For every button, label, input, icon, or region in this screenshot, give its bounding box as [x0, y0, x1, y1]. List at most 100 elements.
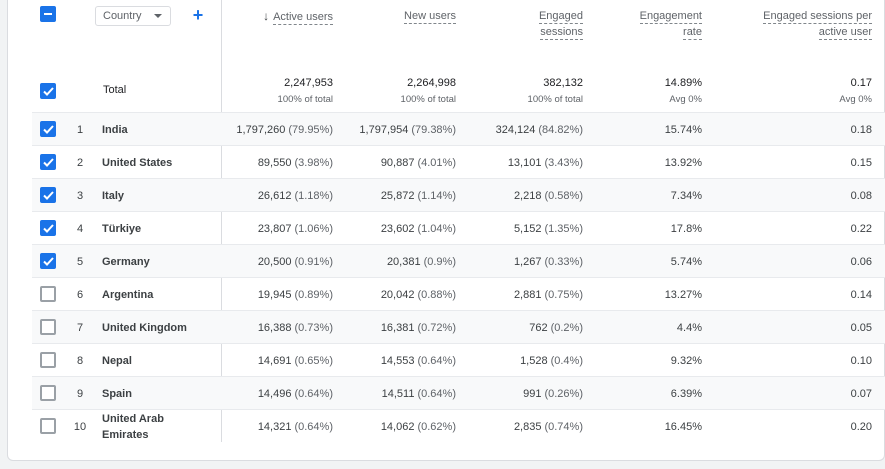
total-engaged-sessions: 382,132: [543, 77, 583, 89]
row-country[interactable]: Argentina: [102, 288, 154, 301]
row-checkbox[interactable]: [40, 154, 56, 170]
row-engaged-sessions: 2,218 (0.58%): [513, 189, 583, 202]
row-sessions-per-user: 0.15: [850, 156, 872, 169]
row-checkbox[interactable]: [40, 187, 56, 203]
row-country[interactable]: Italy: [102, 189, 125, 202]
row-active-users: 26,612 (1.18%): [257, 189, 333, 202]
row-engagement-rate: 7.34%: [670, 189, 702, 202]
row-checkbox[interactable]: [40, 286, 56, 302]
row-sessions-per-user: 0.18: [850, 123, 872, 136]
select-all-checkbox[interactable]: [40, 6, 56, 22]
total-label: Total: [103, 84, 127, 96]
total-new-users-sub: 100% of total: [400, 94, 456, 105]
dimension-select-label: Country: [103, 10, 142, 22]
row-rank: 10: [73, 420, 87, 433]
row-active-users: 14,691 (0.65%): [257, 354, 333, 367]
row-country[interactable]: Germany: [102, 255, 150, 268]
caret-down-icon: [154, 14, 162, 18]
row-engaged-sessions: 1,528 (0.4%): [520, 354, 583, 367]
minus-icon: [44, 13, 52, 15]
col-header-engaged-sessions-per-user[interactable]: Engaged sessions per active user: [763, 10, 872, 40]
row-rank: 3: [76, 189, 84, 202]
table-row[interactable]: 5 Germany 20,500 (0.91%) 20,381 (0.9%) 1,267 (0…: [32, 244, 885, 277]
row-new-users: 14,553 (0.64%): [380, 354, 456, 367]
row-rank: 6: [76, 288, 84, 301]
check-icon: [42, 256, 54, 266]
row-new-users: 1,797,954 (79.38%): [359, 123, 456, 136]
total-engagement-rate-sub: Avg 0%: [669, 94, 702, 105]
row-new-users: 20,381 (0.9%): [386, 255, 456, 268]
row-country[interactable]: Nepal: [102, 354, 132, 367]
row-checkbox[interactable]: [40, 385, 56, 401]
table-row[interactable]: 8 Nepal 14,691 (0.65%) 14,553 (0.64%) 1,528 (0.…: [32, 343, 885, 376]
row-country[interactable]: India: [102, 123, 128, 136]
row-engagement-rate: 5.74%: [670, 255, 702, 268]
column-divider: [221, 0, 222, 442]
row-checkbox[interactable]: [40, 253, 56, 269]
row-checkbox[interactable]: [40, 220, 56, 236]
row-engaged-sessions: 2,881 (0.75%): [513, 288, 583, 301]
table-row[interactable]: 10 United Arab Emirates 14,321 (0.64%) 14,06…: [32, 409, 885, 442]
row-country[interactable]: United Kingdom: [102, 321, 187, 334]
row-country[interactable]: Türkiye: [102, 222, 142, 235]
table-row[interactable]: 1 India 1,797,260 (79.95%) 1,797,954 (79.38%)…: [32, 112, 885, 145]
row-rank: 5: [76, 255, 84, 268]
row-new-users: 14,511 (0.64%): [381, 387, 456, 400]
row-engaged-sessions: 324,124 (84.82%): [495, 123, 583, 136]
table-row[interactable]: 4 Türkiye 23,807 (1.06%) 23,602 (1.04%) 5,152(…: [32, 211, 885, 244]
row-active-users: 20,500 (0.91%): [257, 255, 333, 268]
row-active-users: 14,321 (0.64%): [257, 420, 333, 433]
row-checkbox[interactable]: [40, 418, 56, 434]
col-header-engagement-rate[interactable]: Engagement rate: [639, 10, 702, 40]
table-row[interactable]: 7 United Kingdom 16,388 (0.73%) 16,381 (0.72%…: [32, 310, 885, 343]
row-sessions-per-user: 0.10: [850, 354, 872, 367]
row-rank: 2: [76, 156, 84, 169]
row-engagement-rate: 15.74%: [664, 123, 702, 136]
row-engaged-sessions: 991 (0.26%): [523, 387, 583, 400]
table-row[interactable]: 9 Spain 14,496 (0.64%) 14,511 (0.64%) 991 (0.26…: [32, 376, 885, 409]
sort-arrow-down-icon: ↓: [263, 9, 270, 23]
row-rank: 1: [76, 123, 84, 136]
row-active-users: 16,388 (0.73%): [257, 321, 333, 334]
col-header-new-users[interactable]: New users: [404, 10, 456, 24]
row-checkbox[interactable]: [40, 121, 56, 137]
row-country[interactable]: United Arab Emirates: [102, 412, 164, 441]
row-engaged-sessions: 762 (0.2%): [529, 321, 583, 334]
row-engagement-rate: 4.4%: [676, 321, 702, 334]
row-new-users: 90,887 (4.01%): [380, 156, 456, 169]
total-sessions-per-user-sub: Avg 0%: [839, 94, 872, 105]
table-row[interactable]: 3 Italy 26,612 (1.18%) 25,872 (1.14%) 2,218 (0.…: [32, 178, 885, 211]
row-engagement-rate: 9.32%: [670, 354, 702, 367]
row-checkbox[interactable]: [40, 319, 56, 335]
row-active-users: 1,797,260 (79.95%): [236, 123, 333, 136]
total-engagement-rate: 14.89%: [664, 77, 702, 89]
row-rank: 8: [76, 354, 84, 367]
row-sessions-per-user: 0.07: [850, 387, 872, 400]
total-new-users: 2,264,998: [407, 77, 456, 89]
total-checkbox[interactable]: [40, 83, 56, 99]
add-dimension-button[interactable]: +: [192, 5, 204, 25]
dimension-select[interactable]: Country: [95, 6, 171, 26]
row-engagement-rate: 16.45%: [664, 420, 702, 433]
row-new-users: 16,381 (0.72%): [380, 321, 456, 334]
row-engaged-sessions: 2,835 (0.74%): [513, 420, 583, 433]
col-header-engaged-sessions[interactable]: Engaged sessions: [538, 10, 583, 40]
col-header-active-users[interactable]: ↓ Active users: [263, 9, 333, 25]
row-engaged-sessions: 13,101 (3.43%): [507, 156, 583, 169]
row-engagement-rate: 6.39%: [670, 387, 702, 400]
row-rank: 7: [76, 321, 84, 334]
row-sessions-per-user: 0.20: [850, 420, 872, 433]
table-row[interactable]: 2 United States 89,550 (3.98%) 90,887 (4.01%)…: [32, 145, 885, 178]
row-country[interactable]: Spain: [102, 387, 132, 400]
row-sessions-per-user: 0.14: [850, 288, 872, 301]
row-sessions-per-user: 0.06: [850, 255, 872, 268]
row-sessions-per-user: 0.22: [850, 222, 872, 235]
row-new-users: 20,042 (0.88%): [380, 288, 456, 301]
row-checkbox[interactable]: [40, 352, 56, 368]
row-new-users: 14,062 (0.62%): [380, 420, 456, 433]
row-country[interactable]: United States: [102, 156, 173, 169]
row-active-users: 19,945 (0.89%): [257, 288, 333, 301]
row-active-users: 14,496 (0.64%): [257, 387, 333, 400]
table-row[interactable]: 6 Argentina 19,945 (0.89%) 20,042 (0.88%) 2,88…: [32, 277, 885, 310]
row-active-users: 89,550 (3.98%): [257, 156, 333, 169]
